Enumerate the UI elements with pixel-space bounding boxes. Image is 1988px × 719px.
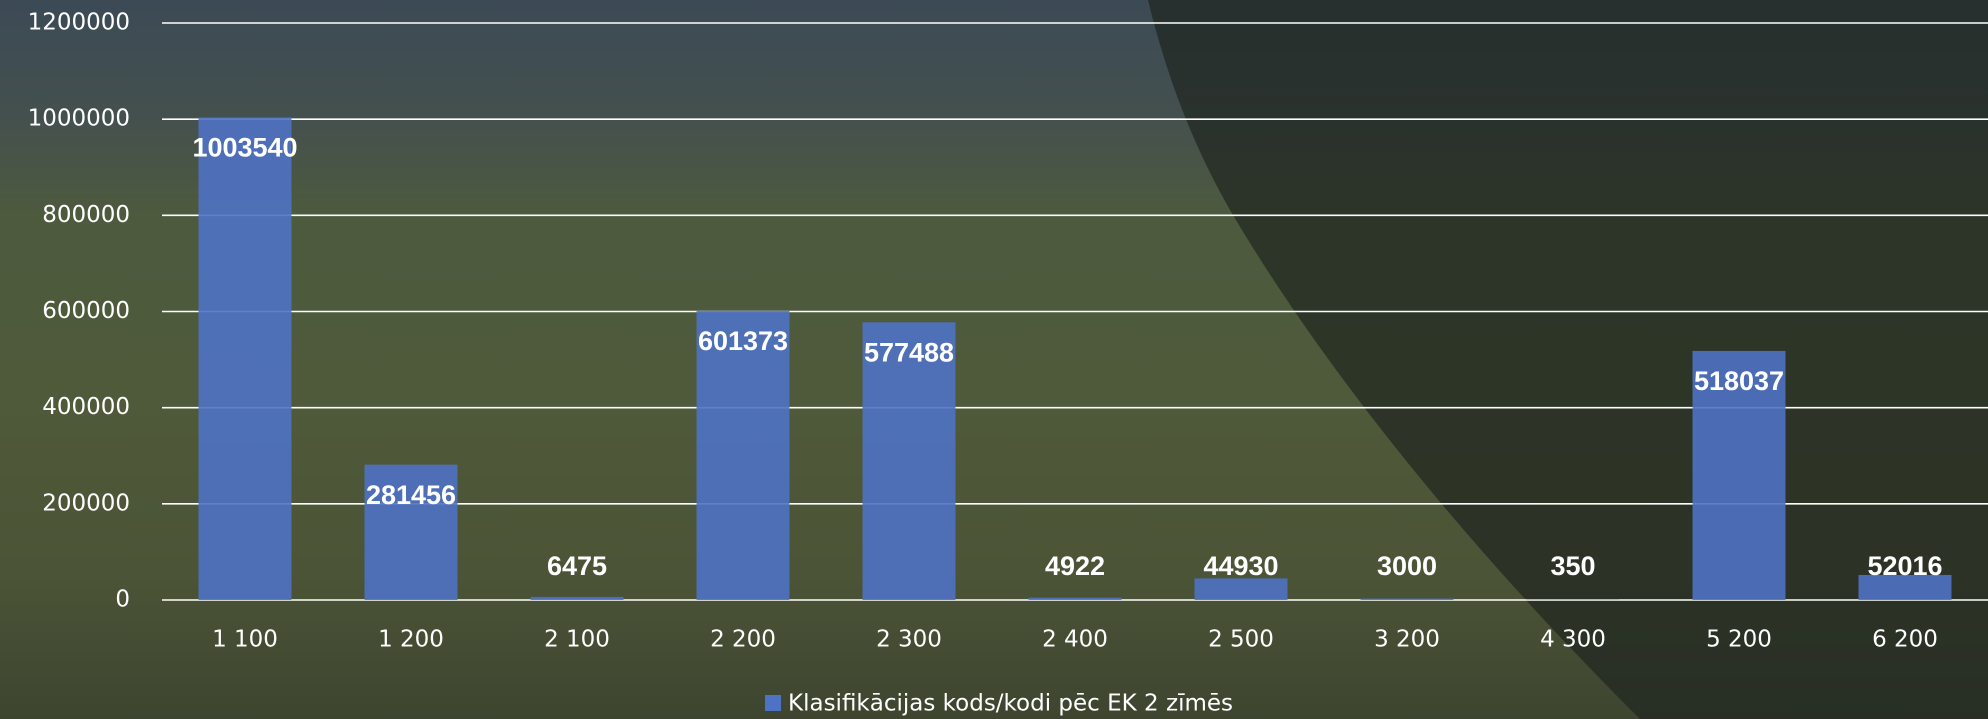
legend-swatch	[765, 695, 781, 711]
x-tick-label: 6 200	[1872, 627, 1938, 653]
x-tick-label: 3 200	[1374, 627, 1440, 653]
x-tick-label: 1 200	[378, 627, 444, 653]
bar	[1360, 598, 1454, 600]
x-tick-label: 1 100	[212, 627, 278, 653]
y-tick-label: 0	[115, 587, 130, 613]
value-label: 518037	[1694, 366, 1784, 396]
value-label: 1003540	[192, 133, 297, 163]
bar	[1194, 578, 1288, 600]
value-label: 4922	[1045, 551, 1105, 581]
value-label: 601373	[698, 326, 788, 356]
value-label: 3000	[1377, 551, 1437, 581]
x-tick-label: 2 500	[1208, 627, 1274, 653]
bar	[1692, 350, 1786, 600]
x-tick-label: 4 300	[1540, 627, 1606, 653]
bar	[198, 117, 292, 601]
y-tick-label: 800000	[42, 202, 130, 228]
value-label: 44930	[1203, 551, 1278, 581]
legend-label: Klasifikācijas kods/kodi pēc EK 2 zīmēs	[788, 691, 1233, 717]
value-label: 350	[1550, 551, 1595, 581]
bar	[862, 322, 956, 600]
x-tick-label: 2 200	[710, 627, 776, 653]
bar	[1028, 597, 1122, 600]
value-label: 52016	[1867, 551, 1942, 581]
bar	[1858, 574, 1952, 600]
x-tick-label: 2 300	[876, 627, 942, 653]
bar	[364, 464, 458, 600]
value-label: 281456	[366, 480, 456, 510]
bar	[530, 596, 624, 600]
y-tick-label: 1000000	[28, 106, 130, 132]
x-tick-label: 2 100	[544, 627, 610, 653]
y-tick-label: 600000	[42, 298, 130, 324]
y-tick-label: 1200000	[28, 10, 130, 36]
y-tick-label: 200000	[42, 490, 130, 516]
bar	[696, 310, 790, 600]
x-tick-label: 2 400	[1042, 627, 1108, 653]
y-tick-label: 400000	[42, 394, 130, 420]
value-label: 6475	[547, 551, 607, 581]
x-tick-label: 5 200	[1706, 627, 1772, 653]
value-label: 577488	[864, 337, 954, 367]
